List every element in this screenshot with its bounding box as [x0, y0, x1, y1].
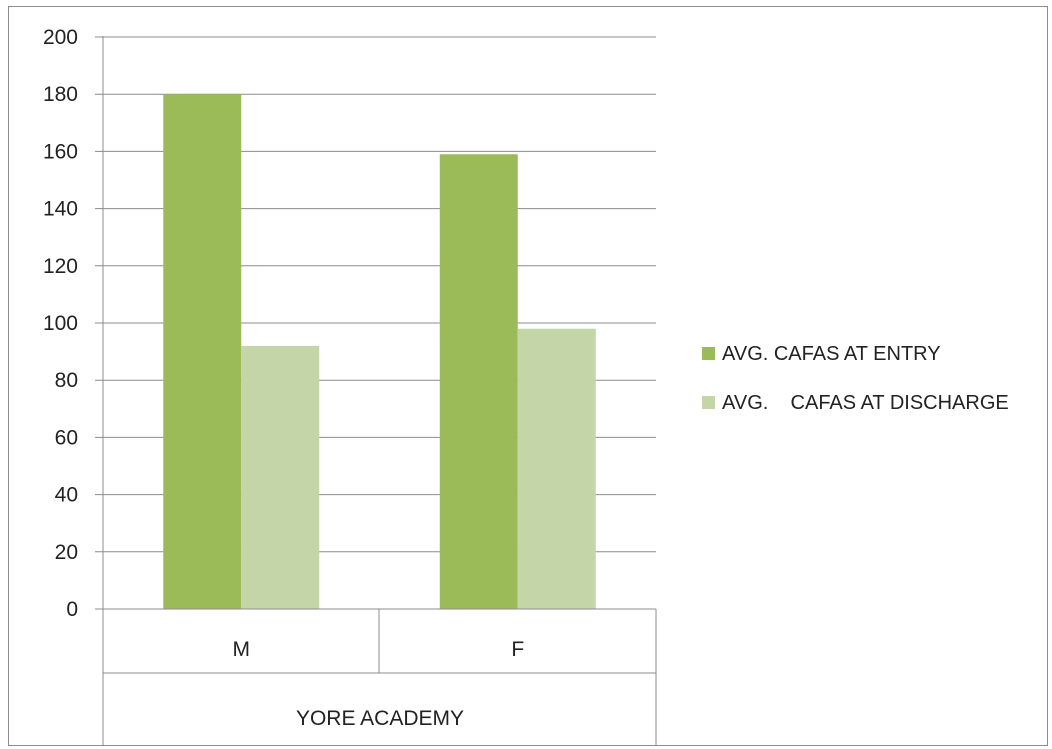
legend-swatch — [702, 347, 715, 360]
y-tick-label: 80 — [55, 369, 78, 392]
y-tick-label: 100 — [43, 312, 78, 335]
y-tick-label: 60 — [55, 426, 78, 449]
bar-discharge-m — [241, 345, 320, 609]
y-tick-label: 40 — [55, 484, 78, 507]
y-tick-label: 200 — [43, 26, 78, 49]
bar-discharge-f — [517, 328, 596, 609]
group-label: YORE ACADEMY — [296, 707, 464, 730]
y-tick-label: 20 — [55, 541, 78, 564]
bar-entry-f — [439, 154, 518, 609]
legend-label: AVG. CAFAS AT DISCHARGE — [722, 392, 1009, 414]
category-label: F — [511, 638, 524, 661]
y-tick-label: 140 — [43, 198, 78, 221]
bars — [163, 94, 596, 609]
legend-label: AVG. CAFAS AT ENTRY — [722, 343, 941, 365]
y-tick-label: 120 — [43, 255, 78, 278]
x-axis — [102, 36, 657, 745]
legend: AVG. CAFAS AT ENTRY AVG. CAFAS AT DISCHAR… — [702, 343, 1009, 414]
y-tick-label: 160 — [43, 140, 78, 163]
legend-swatch — [702, 396, 715, 409]
y-tick-label: 180 — [43, 83, 78, 106]
bar-entry-m — [163, 94, 242, 609]
y-axis-ticks: 0 20 40 60 80 100 120 140 160 180 200 — [43, 26, 78, 621]
category-label: M — [233, 638, 251, 661]
y-tick-label: 0 — [66, 598, 78, 621]
